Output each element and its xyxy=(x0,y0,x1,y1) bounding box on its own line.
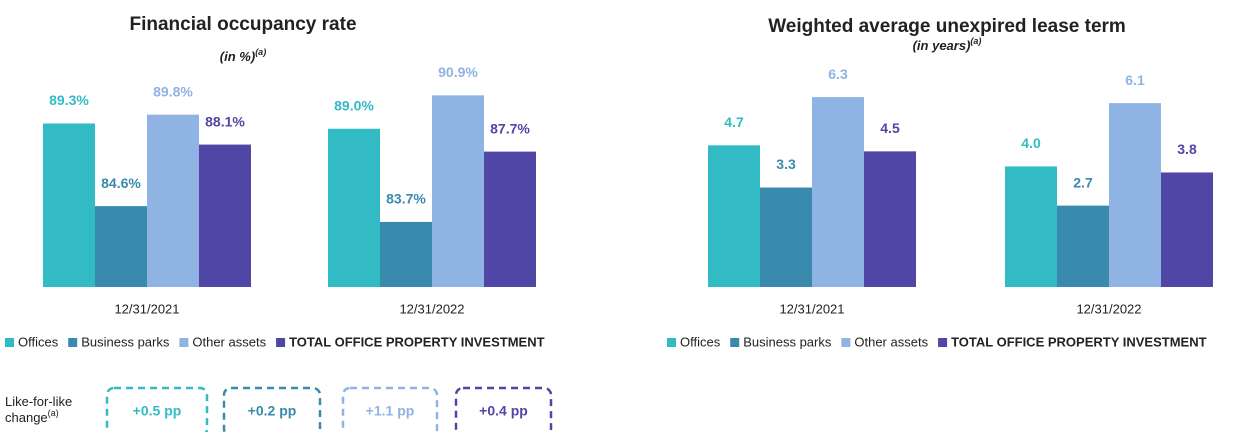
bar xyxy=(864,151,916,287)
bar xyxy=(1005,166,1057,287)
bar xyxy=(328,128,380,287)
value-label: 4.0 xyxy=(1021,135,1041,151)
chart-title: Weighted average unexpired lease term xyxy=(768,16,1126,37)
legend-label: Other assets xyxy=(854,334,928,349)
bar xyxy=(95,206,147,287)
change-value: +0.4 pp xyxy=(479,403,528,419)
bar xyxy=(147,114,199,287)
change-box xyxy=(222,386,322,432)
x-tick-label: 12/31/2021 xyxy=(779,301,844,316)
value-label: 83.7% xyxy=(386,191,426,207)
value-label: 2.7 xyxy=(1073,174,1093,190)
x-tick-label: 12/31/2021 xyxy=(114,301,179,316)
chart-title: Financial occupancy rate xyxy=(129,14,356,35)
change-value: +0.2 pp xyxy=(248,403,297,419)
bar xyxy=(380,221,432,287)
value-label: 4.7 xyxy=(724,114,744,130)
value-label: 3.3 xyxy=(776,156,796,172)
subtitle-note: (a) xyxy=(255,47,266,57)
bar xyxy=(432,95,484,287)
change-box xyxy=(454,386,553,432)
bar xyxy=(199,144,251,287)
value-label: 4.5 xyxy=(880,120,900,136)
legend-swatch xyxy=(667,338,676,347)
legend-swatch xyxy=(730,338,740,347)
label-line: Like-for-like xyxy=(5,394,72,409)
bar xyxy=(708,145,760,287)
value-label: 88.1% xyxy=(205,113,245,129)
legend-label: Offices xyxy=(680,334,721,349)
legend-swatch xyxy=(68,338,78,347)
legend-label: Offices xyxy=(18,334,59,349)
legend-swatch xyxy=(179,338,189,347)
x-tick-label: 12/31/2022 xyxy=(399,301,464,316)
legend-label: Business parks xyxy=(743,334,832,349)
bar xyxy=(43,123,95,287)
change-box xyxy=(341,386,439,432)
value-label: 89.0% xyxy=(334,97,374,113)
bar xyxy=(1161,172,1213,287)
legend-swatch xyxy=(276,338,286,347)
chart-subtitle: (in %)(a) xyxy=(220,47,266,64)
legend-swatch xyxy=(841,338,851,347)
value-label: 89.8% xyxy=(153,83,193,99)
subtitle-note: (a) xyxy=(970,36,981,46)
legend-swatch xyxy=(5,338,14,347)
bar xyxy=(1057,205,1109,287)
value-label: 6.3 xyxy=(828,66,848,82)
change-value: +1.1 pp xyxy=(366,403,415,419)
like-for-like-label: change(a) xyxy=(5,408,59,425)
value-label: 6.1 xyxy=(1125,72,1145,88)
value-label: 84.6% xyxy=(101,175,141,191)
legend-label: Other assets xyxy=(192,334,266,349)
value-label: 90.9% xyxy=(438,64,478,80)
bar xyxy=(812,97,864,287)
label-note: (a) xyxy=(48,408,59,418)
value-label: 89.3% xyxy=(49,92,89,108)
value-label: 3.8 xyxy=(1177,141,1197,157)
subtitle-text: (in %) xyxy=(220,49,255,64)
subtitle-text: (in years) xyxy=(913,38,971,53)
like-for-like-label: Like-for-like xyxy=(5,394,72,409)
bar xyxy=(484,151,536,287)
chart-subtitle: (in years)(a) xyxy=(913,36,982,53)
label-line: change xyxy=(5,410,48,425)
value-label: 87.7% xyxy=(490,120,530,136)
change-box xyxy=(105,386,209,432)
legend-swatch xyxy=(938,338,948,347)
change-value: +0.5 pp xyxy=(133,403,182,419)
bar xyxy=(760,187,812,287)
x-tick-label: 12/31/2022 xyxy=(1076,301,1141,316)
legend-label: Business parks xyxy=(81,334,170,349)
bar xyxy=(1109,103,1161,287)
legend-label: TOTAL OFFICE PROPERTY INVESTMENT xyxy=(951,334,1207,349)
legend-label: TOTAL OFFICE PROPERTY INVESTMENT xyxy=(289,334,545,349)
